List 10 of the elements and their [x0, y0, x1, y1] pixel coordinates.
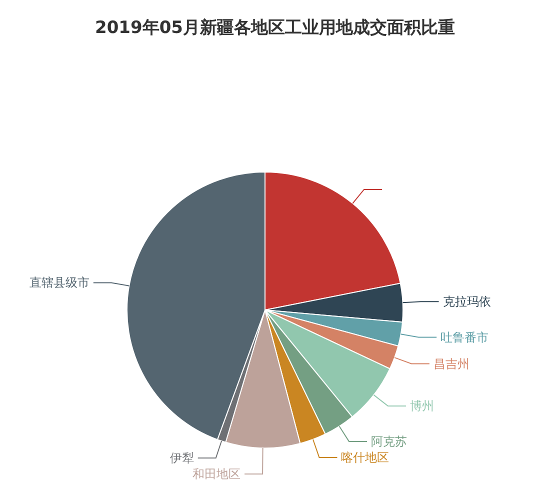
slice-label: 吐鲁番市 [440, 330, 489, 344]
slice-label: 博州 [410, 399, 434, 413]
slice-label: 喀什地区 [341, 450, 390, 464]
slice-label: 伊犁 [170, 451, 194, 466]
slice-label: 直辖县级市 [29, 276, 90, 290]
slice-label: 和田地区 [192, 467, 241, 482]
slice-label: 昌吉州 [433, 356, 470, 371]
slice-label: 阿克苏 [371, 434, 407, 448]
chart-title: 2019年05月新疆各地区工业用地成交面积比重 [95, 18, 455, 38]
slice-label: 克拉玛依 [442, 294, 491, 309]
